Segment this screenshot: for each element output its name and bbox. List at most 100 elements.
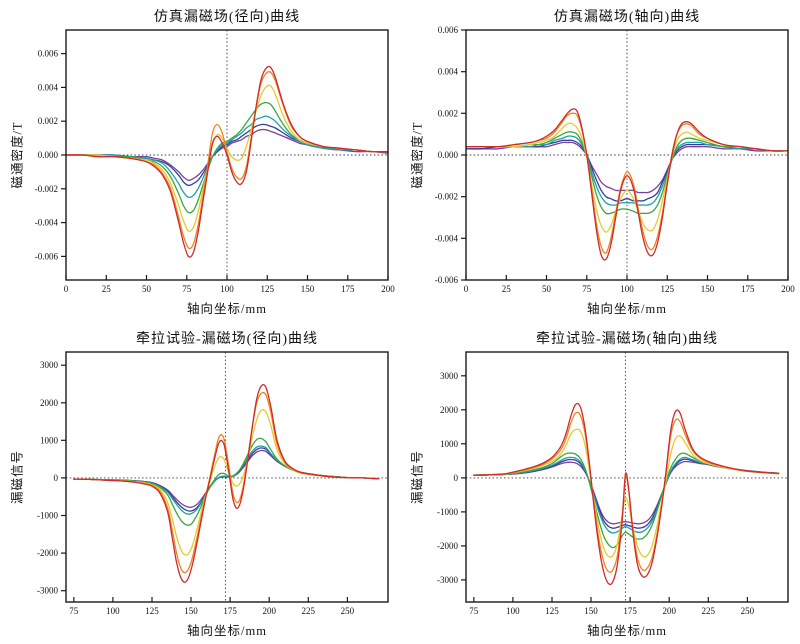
chart-panel-sim-radial: 0 25 50 75 100 125 150 175 200 -0.006 -0.004 -0.002… [0, 0, 400, 322]
series-red-curve [73, 384, 380, 583]
x-tick-label: 150 [584, 606, 598, 616]
y-tick-label: 0.006 [38, 49, 59, 59]
series-purple-curve [473, 460, 780, 525]
series-orange-curve [473, 411, 780, 573]
x-tick-label: 100 [506, 606, 520, 616]
chart-panel-sim-axial: 0 25 50 75 100 125 150 175 200 -0.006 -0.004 -0.002… [400, 0, 800, 322]
series-green-curve [73, 437, 380, 526]
series-purple-curve [466, 141, 788, 194]
y-axis-label-sim-axial: 磁通密度/T [410, 121, 425, 189]
y-tick-label: 3000 [440, 371, 459, 381]
series-purple-curve [66, 128, 388, 181]
plot-pull-axial: 75 100 125 150 175 200 225 250 -3000 -2000 -1000 0 1… [437, 351, 789, 616]
x-tick-label: 100 [620, 284, 634, 294]
y-tick-label: 0.004 [438, 67, 459, 77]
series-yellow-curve [473, 428, 780, 558]
y-tick-label: 0.004 [38, 82, 59, 92]
x-tick-label: 0 [464, 284, 469, 294]
y-tick-label: -0.004 [435, 233, 459, 243]
series-green-curve [466, 131, 788, 215]
y-tick-label: -1000 [37, 511, 58, 521]
y-tick-label: -0.006 [435, 275, 459, 285]
x-tick-label: 250 [341, 606, 355, 616]
chart-title-pull-radial: 牵拉试验-漏磁场(径向)曲线 [136, 332, 318, 347]
y-tick-label: -0.006 [35, 251, 59, 261]
series-teal-curve [466, 135, 788, 206]
x-tick-label: 50 [542, 284, 552, 294]
x-axis-label-pull-axial: 轴向坐标/mm [587, 624, 667, 638]
y-tick-label: 2000 [40, 398, 59, 408]
x-tick-label: 25 [102, 284, 112, 294]
y-tick-label: 0.000 [438, 150, 459, 160]
plot-frame [465, 29, 789, 281]
plot-sim-axial: 0 25 50 75 100 125 150 175 200 -0.006 -0.004 -0.002… [435, 25, 796, 294]
series-red-curve [66, 65, 388, 258]
x-tick-label: 150 [701, 284, 715, 294]
series-orange-curve [66, 71, 388, 250]
x-tick-label: 75 [182, 284, 192, 294]
x-tick-label: 200 [781, 284, 795, 294]
series-yellow-curve [73, 408, 380, 556]
x-tick-label: 100 [220, 284, 234, 294]
y-tick-label: -3000 [37, 586, 58, 596]
series-blue-curve [66, 123, 388, 187]
x-tick-label: 225 [302, 606, 316, 616]
y-tick-label: 1000 [440, 439, 459, 449]
y-tick-label: 0 [54, 473, 59, 483]
y-axis-label-sim-radial: 磁通密度/T [10, 121, 25, 189]
x-tick-label: 225 [702, 606, 716, 616]
y-tick-label: -0.002 [435, 192, 458, 202]
y-tick-label: 0.000 [38, 150, 59, 160]
y-tick-label: 0.006 [438, 25, 459, 35]
x-tick-label: 125 [661, 284, 675, 294]
x-tick-label: 0 [64, 284, 69, 294]
series-blue-curve [473, 458, 780, 529]
y-tick-label: 3000 [40, 360, 59, 370]
x-tick-label: 75 [582, 284, 592, 294]
y-axis-label-pull-radial: 漏磁信号 [10, 449, 25, 505]
series-red-curve [466, 108, 788, 261]
chart-panel-pull-radial: 75 100 125 150 175 200 225 250 -3000 -2000 -1000 0 1… [0, 322, 400, 644]
series-green-curve [66, 101, 388, 214]
y-axis-label-pull-axial: 漏磁信号 [410, 449, 425, 505]
plot-pull-radial: 75 100 125 150 175 200 225 250 -3000 -2000 -1000 0 1… [37, 351, 389, 616]
series-purple-curve [73, 449, 380, 508]
series-blue-curve [73, 447, 380, 512]
y-tick-label: -2000 [37, 548, 58, 558]
x-tick-label: 175 [341, 284, 355, 294]
x-tick-label: 50 [142, 284, 152, 294]
x-tick-label: 125 [145, 606, 159, 616]
x-axis-label-sim-radial: 轴向坐标/mm [187, 302, 267, 316]
x-tick-label: 200 [662, 606, 676, 616]
plot-frame [65, 29, 389, 281]
y-tick-label: -0.004 [35, 218, 59, 228]
x-tick-label: 175 [741, 284, 755, 294]
series-yellow-curve [66, 84, 388, 233]
x-tick-label: 125 [261, 284, 275, 294]
y-tick-label: -1000 [437, 507, 458, 517]
x-tick-label: 200 [381, 284, 395, 294]
y-tick-label: -2000 [437, 541, 458, 551]
series-green-curve [473, 452, 780, 549]
series-teal-curve [473, 456, 780, 534]
plot-sim-radial: 0 25 50 75 100 125 150 175 200 -0.006 -0.004 -0.002… [35, 29, 395, 294]
x-tick-label: 175 [623, 606, 637, 616]
chart-title-pull-axial: 牵拉试验-漏磁场(轴向)曲线 [536, 332, 718, 347]
x-axis-label-sim-axial: 轴向坐标/mm [587, 302, 667, 316]
x-tick-label: 25 [502, 284, 512, 294]
x-tick-label: 75 [69, 606, 79, 616]
x-tick-label: 150 [301, 284, 315, 294]
series-blue-curve [466, 139, 788, 202]
x-tick-label: 100 [106, 606, 120, 616]
chart-panel-pull-axial: 75 100 125 150 175 200 225 250 -3000 -2000 -1000 0 1… [400, 322, 800, 644]
y-tick-label: 0 [454, 473, 459, 483]
chart-title-sim-radial: 仿真漏磁场(径向)曲线 [153, 10, 301, 25]
x-tick-label: 250 [741, 606, 755, 616]
y-tick-label: 0.002 [438, 108, 458, 118]
x-tick-label: 200 [262, 606, 276, 616]
y-tick-label: -0.002 [35, 184, 58, 194]
x-tick-label: 150 [184, 606, 198, 616]
series-orange-curve [466, 112, 788, 254]
y-tick-label: 1000 [40, 435, 59, 445]
